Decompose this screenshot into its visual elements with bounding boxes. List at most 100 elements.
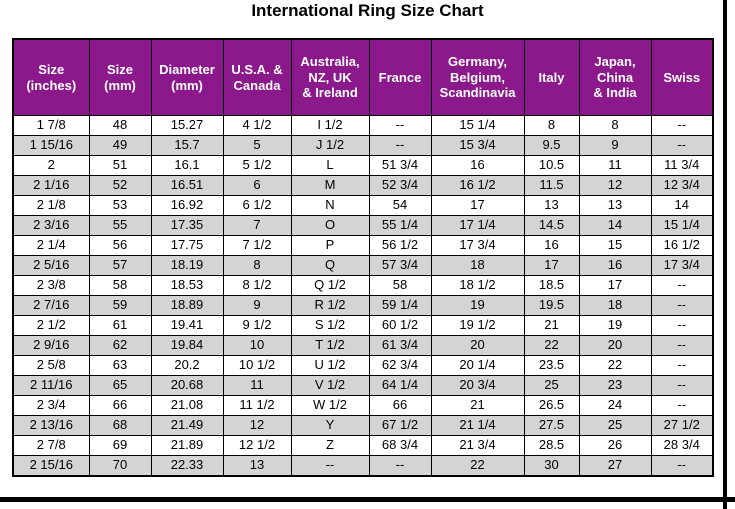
table-cell: 66 <box>368 395 432 416</box>
table-cell: 13 <box>578 195 652 216</box>
table-cell: 20.2 <box>150 355 224 376</box>
table-cell: 11.5 <box>523 175 580 196</box>
table-cell: 15 <box>578 235 652 256</box>
table-cell: N <box>290 195 370 216</box>
table-cell: 10 1/2 <box>222 355 292 376</box>
table-cell: 25 <box>523 375 580 396</box>
table-cell: 2 7/8 <box>12 435 90 456</box>
column-header: Japan, China & India <box>578 38 652 116</box>
table-cell: -- <box>650 135 714 156</box>
table-cell: 22.33 <box>150 455 224 477</box>
table-row: 2 9/16 62 19.84 10 T 1/2 61 3/4 20 22 20 -- <box>12 335 714 356</box>
column-header: Diameter (mm) <box>150 38 224 116</box>
table-cell: 17 <box>430 195 525 216</box>
table-cell: P <box>290 235 370 256</box>
table-cell: 62 <box>88 335 152 356</box>
table-cell: 57 3/4 <box>368 255 432 276</box>
ring-size-conversion-table: Size (inches) Size (mm) Diameter (mm) U.S.A… <box>12 38 714 477</box>
table-cell: -- <box>650 455 714 477</box>
table-cell: 19 <box>430 295 525 316</box>
table-cell: 2 3/8 <box>12 275 90 296</box>
table-cell: 59 1/4 <box>368 295 432 316</box>
table-cell: 13 <box>222 455 292 477</box>
table-cell: M <box>290 175 370 196</box>
column-header: Size (inches) <box>12 38 90 116</box>
column-header: Italy <box>523 38 580 116</box>
table-cell: 15.27 <box>150 115 224 136</box>
table-cell: 19.41 <box>150 315 224 336</box>
table-cell: 62 3/4 <box>368 355 432 376</box>
table-cell: 48 <box>88 115 152 136</box>
table-cell: R 1/2 <box>290 295 370 316</box>
table-row: 2 3/4 66 21.08 11 1/2 W 1/2 66 21 26.5 24 -- <box>12 395 714 416</box>
table-cell: 57 <box>88 255 152 276</box>
table-cell: 27.5 <box>523 415 580 436</box>
table-cell: 5 <box>222 135 292 156</box>
table-cell: -- <box>650 355 714 376</box>
column-header: Swiss <box>650 38 714 116</box>
table-cell: -- <box>650 275 714 296</box>
table-cell: 49 <box>88 135 152 156</box>
table-cell: 18.89 <box>150 295 224 316</box>
table-cell: 2 7/16 <box>12 295 90 316</box>
table-cell: 20 3/4 <box>430 375 525 396</box>
table-cell: 25 <box>578 415 652 436</box>
table-row: 2 51 16.1 5 1/2 L 51 3/4 16 10.5 11 11 3/4 <box>12 155 714 176</box>
table-cell: 15 1/4 <box>650 215 714 236</box>
table-cell: 2 13/16 <box>12 415 90 436</box>
table-cell: 1 7/8 <box>12 115 90 136</box>
table-cell: 67 1/2 <box>368 415 432 436</box>
table-cell: 12 <box>222 415 292 436</box>
table-cell: 55 <box>88 215 152 236</box>
table-cell: 2 11/16 <box>12 375 90 396</box>
table-cell: 2 1/16 <box>12 175 90 196</box>
frame-bottom-border <box>0 497 735 502</box>
table-row: 2 3/8 58 18.53 8 1/2 Q 1/2 58 18 1/2 18.5 17 -- <box>12 275 714 296</box>
table-cell: 21.08 <box>150 395 224 416</box>
table-cell: 15.7 <box>150 135 224 156</box>
table-cell: 52 3/4 <box>368 175 432 196</box>
table-row: 2 1/16 52 16.51 6 M 52 3/4 16 1/2 11.5 12 12 3/4 <box>12 175 714 196</box>
table-row: 2 1/8 53 16.92 6 1/2 N 54 17 13 13 14 <box>12 195 714 216</box>
table-cell: 17.75 <box>150 235 224 256</box>
table-cell: 2 1/4 <box>12 235 90 256</box>
table-cell: 8 1/2 <box>222 275 292 296</box>
table-cell: 22 <box>523 335 580 356</box>
table-cell: 2 5/8 <box>12 355 90 376</box>
table-cell: T 1/2 <box>290 335 370 356</box>
table-cell: 5 1/2 <box>222 155 292 176</box>
table-cell: 2 1/8 <box>12 195 90 216</box>
table-cell: 21 <box>430 395 525 416</box>
table-cell: 11 <box>222 375 292 396</box>
table-cell: 69 <box>88 435 152 456</box>
table-cell: 6 <box>222 175 292 196</box>
table-cell: 24 <box>578 395 652 416</box>
table-cell: 14 <box>578 215 652 236</box>
table-row: 2 3/16 55 17.35 7 O 55 1/4 17 1/4 14.5 14 15 1/4 <box>12 215 714 236</box>
table-cell: 14 <box>650 195 714 216</box>
table-cell: 19.5 <box>523 295 580 316</box>
table-cell: 7 <box>222 215 292 236</box>
table-cell: 2 3/16 <box>12 215 90 236</box>
table-row: 2 15/16 70 22.33 13 -- -- 22 30 27 -- <box>12 455 714 477</box>
column-header: U.S.A. & Canada <box>222 38 292 116</box>
table-cell: 17.35 <box>150 215 224 236</box>
table-cell: -- <box>650 315 714 336</box>
table-cell: 61 3/4 <box>368 335 432 356</box>
table-cell: 11 1/2 <box>222 395 292 416</box>
table-cell: 51 3/4 <box>368 155 432 176</box>
table-cell: 8 <box>523 115 580 136</box>
table-cell: 18 <box>578 295 652 316</box>
table-row: 2 1/2 61 19.41 9 1/2 S 1/2 60 1/2 19 1/2 21 19 -- <box>12 315 714 336</box>
table-cell: -- <box>290 455 370 477</box>
table-cell: 58 <box>88 275 152 296</box>
table-cell: 20 <box>430 335 525 356</box>
table-cell: 70 <box>88 455 152 477</box>
table-row: 2 5/8 63 20.2 10 1/2 U 1/2 62 3/4 20 1/4 23.5 22… <box>12 355 714 376</box>
table-cell: 21 <box>523 315 580 336</box>
table-cell: Y <box>290 415 370 436</box>
table-cell: 18.19 <box>150 255 224 276</box>
table-cell: -- <box>368 455 432 477</box>
table-cell: 14.5 <box>523 215 580 236</box>
table-cell: -- <box>650 395 714 416</box>
